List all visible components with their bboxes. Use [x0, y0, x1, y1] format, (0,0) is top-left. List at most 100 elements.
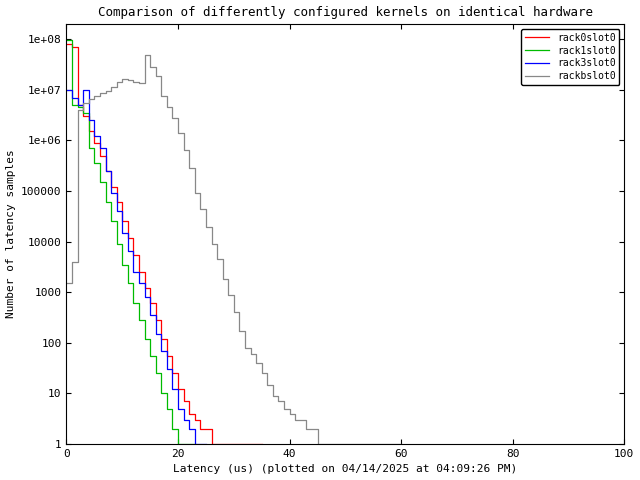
rack3slot0	[74, 102, 81, 108]
rack1slot0	[90, 160, 98, 166]
rack3slot0	[168, 386, 176, 392]
rack0slot0	[152, 317, 159, 323]
rack0slot0	[113, 199, 120, 205]
rack0slot0	[241, 441, 249, 447]
rack0slot0	[168, 371, 176, 376]
rackbslot0	[186, 166, 193, 171]
rack0slot0	[191, 417, 198, 423]
rack1slot0	[124, 280, 132, 286]
rack0slot0	[236, 441, 243, 447]
rack3slot0	[96, 145, 104, 151]
rack0slot0	[157, 336, 165, 342]
rack3slot0	[63, 87, 70, 93]
Y-axis label: Number of latency samples: Number of latency samples	[6, 150, 15, 318]
rack1slot0	[79, 110, 87, 116]
rack3slot0	[90, 133, 98, 139]
rack3slot0	[79, 87, 87, 93]
rack1slot0	[118, 262, 126, 267]
rack3slot0	[124, 248, 132, 254]
rack1slot0	[180, 441, 188, 447]
rackbslot0	[269, 393, 276, 398]
rack0slot0	[258, 441, 266, 447]
rack0slot0	[225, 441, 232, 447]
rackbslot0	[129, 79, 137, 84]
rack3slot0	[174, 406, 182, 411]
rack3slot0	[113, 208, 120, 214]
rack0slot0	[118, 218, 126, 224]
rack0slot0	[180, 398, 188, 404]
rack1slot0	[63, 37, 70, 43]
rack1slot0	[141, 336, 148, 342]
rack0slot0	[79, 113, 87, 119]
rack3slot0	[157, 348, 165, 354]
rack3slot0	[147, 312, 154, 318]
rack0slot0	[247, 441, 255, 447]
rack1slot0	[163, 406, 171, 411]
rack0slot0	[186, 411, 193, 417]
rack1slot0	[96, 179, 104, 185]
Line: rack0slot0: rack0slot0	[67, 44, 262, 444]
rack3slot0	[202, 441, 210, 447]
rack0slot0	[147, 300, 154, 306]
rack3slot0	[141, 294, 148, 300]
rackbslot0	[141, 52, 148, 58]
Title: Comparison of differently configured kernels on identical hardware: Comparison of differently configured ker…	[98, 6, 593, 19]
rack0slot0	[129, 252, 137, 258]
rack1slot0	[191, 441, 198, 447]
rack0slot0	[202, 426, 210, 432]
rack0slot0	[96, 153, 104, 158]
X-axis label: Latency (us) (plotted on 04/14/2025 at 04:09:26 PM): Latency (us) (plotted on 04/14/2025 at 0…	[173, 465, 518, 474]
rack0slot0	[213, 441, 221, 447]
rack1slot0	[168, 426, 176, 432]
rack1slot0	[85, 145, 93, 151]
rack0slot0	[135, 269, 143, 275]
rack1slot0	[157, 391, 165, 396]
rack3slot0	[163, 366, 171, 372]
rack3slot0	[186, 426, 193, 432]
rack0slot0	[124, 235, 132, 240]
rack3slot0	[191, 441, 198, 447]
Line: rackbslot0: rackbslot0	[67, 55, 401, 444]
rack0slot0	[174, 386, 182, 392]
rackbslot0	[364, 441, 372, 447]
rack0slot0	[63, 41, 70, 47]
rack1slot0	[135, 317, 143, 323]
rack0slot0	[108, 184, 115, 190]
rackbslot0	[63, 280, 70, 286]
rack1slot0	[113, 241, 120, 247]
rack3slot0	[129, 269, 137, 275]
rack0slot0	[219, 441, 227, 447]
rackbslot0	[247, 351, 255, 357]
rack0slot0	[141, 285, 148, 291]
rack0slot0	[163, 353, 171, 359]
Line: rack1slot0: rack1slot0	[67, 40, 195, 444]
rack3slot0	[68, 95, 76, 100]
rackbslot0	[397, 441, 405, 447]
rack3slot0	[180, 417, 188, 423]
rack3slot0	[152, 331, 159, 337]
rack3slot0	[135, 280, 143, 286]
rack3slot0	[108, 191, 115, 196]
Legend: rack0slot0, rack1slot0, rack3slot0, rackbslot0: rack0slot0, rack1slot0, rack3slot0, rack…	[521, 29, 620, 85]
rack1slot0	[129, 300, 137, 306]
rack1slot0	[68, 102, 76, 108]
rack3slot0	[102, 168, 109, 174]
rack3slot0	[118, 230, 126, 236]
rack0slot0	[207, 441, 215, 447]
rack1slot0	[102, 199, 109, 205]
rack1slot0	[74, 105, 81, 110]
Line: rack3slot0: rack3slot0	[67, 90, 206, 444]
rack3slot0	[85, 117, 93, 123]
rack0slot0	[74, 102, 81, 108]
rack0slot0	[68, 44, 76, 50]
rack0slot0	[230, 441, 237, 447]
rack0slot0	[90, 140, 98, 145]
rack0slot0	[196, 426, 204, 432]
rack1slot0	[152, 371, 159, 376]
rackbslot0	[314, 441, 321, 447]
rack1slot0	[108, 218, 115, 224]
rack0slot0	[102, 168, 109, 174]
rack0slot0	[252, 441, 260, 447]
rack1slot0	[186, 441, 193, 447]
rack0slot0	[85, 129, 93, 134]
